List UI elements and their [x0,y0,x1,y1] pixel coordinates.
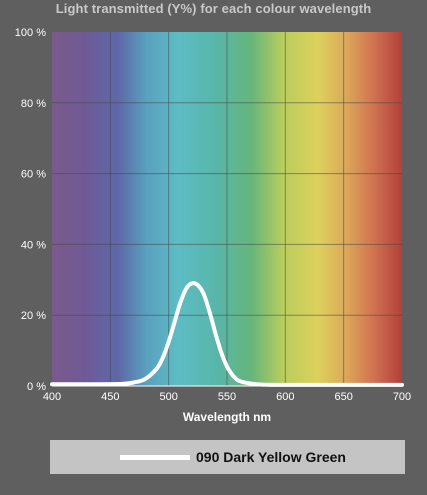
x-tick-label: 450 [101,391,119,403]
x-tick-label: 500 [159,391,177,403]
series-layer [50,281,404,387]
x-axis-title: Wavelength nm [182,410,272,424]
y-tick-label: 60 % [21,169,46,181]
x-tick-label: 550 [218,391,236,403]
legend-swatch [120,455,190,460]
y-tick-label: 40 % [21,239,46,251]
grid-lines [52,32,402,386]
x-tick-label: 700 [393,391,411,403]
x-tick-label: 400 [43,391,61,403]
y-tick-label: 80 % [21,98,46,110]
legend-label: 090 Dark Yellow Green [196,449,346,465]
y-tick-label: 20 % [21,310,46,322]
y-tick-label: 0 % [27,381,46,393]
axis-labels: 400 450 500 550 600 650 700 0 % 20 % 40 % 60 % 80 %… [15,27,411,403]
legend: 090 Dark Yellow Green [50,440,405,474]
series-line [50,281,404,387]
x-tick-label: 600 [276,391,294,403]
chart-title: Light transmitted (Y%) for each colour w… [55,1,372,16]
x-tick-label: 650 [334,391,352,403]
y-tick-label: 100 % [15,27,46,39]
